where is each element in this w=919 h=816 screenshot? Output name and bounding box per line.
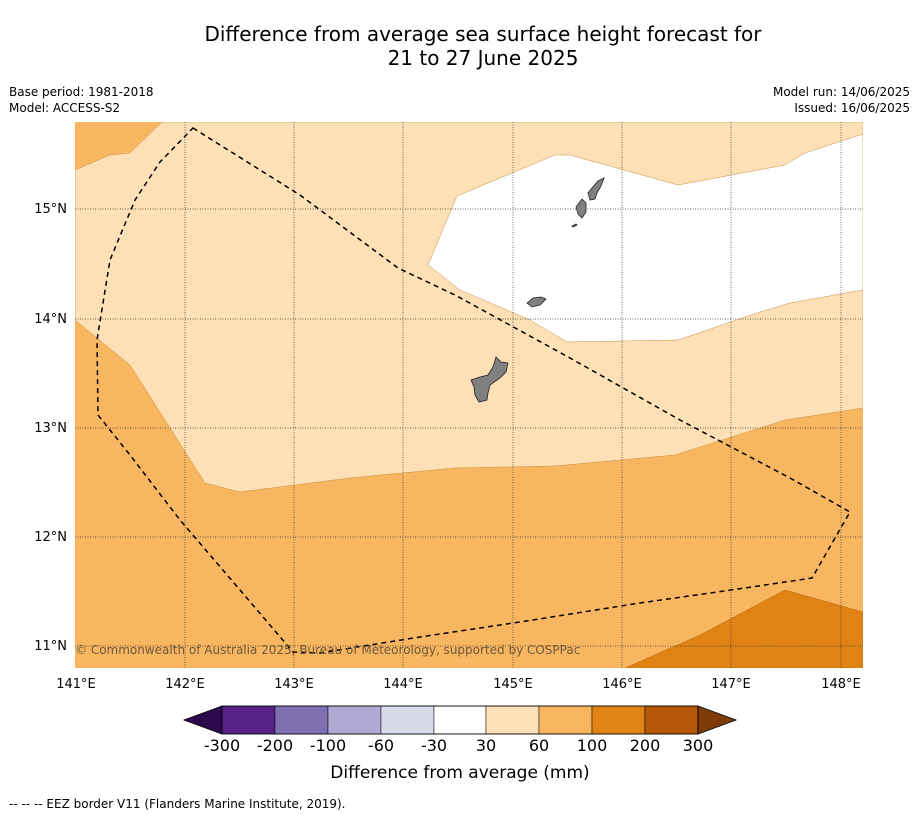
colorbar-swatch — [433, 705, 487, 735]
map-area: © Commonwealth of Australia 2025, Bureau… — [75, 122, 863, 668]
x-axis: 141°E 142°E 143°E 144°E 145°E 146°E 147°… — [56, 677, 861, 692]
model-run-text: Model run: 14/06/2025 — [772, 85, 910, 99]
y-tick-label: 11°N — [34, 639, 67, 654]
colorbar-swatch — [644, 705, 699, 735]
colorbar-tick-label: -100 — [310, 736, 346, 755]
x-tick-label: 142°E — [165, 677, 205, 692]
colorbar-extend-high — [697, 705, 738, 735]
colorbar-tick-label: -30 — [421, 736, 447, 755]
base-period-text: Base period: 1981-2018 — [9, 85, 154, 99]
grid-lines — [75, 122, 863, 668]
island-aguijan — [571, 223, 578, 228]
colorbar-tick-label: 60 — [529, 736, 549, 755]
colorbar-tick-label: 30 — [476, 736, 496, 755]
colorbar-swatch — [274, 705, 329, 735]
colorbar-tick-label: -60 — [368, 736, 394, 755]
colorbar-swatch — [485, 705, 540, 735]
island-saipan — [587, 177, 605, 201]
x-tick-label: 141°E — [56, 677, 96, 692]
island-tinian — [575, 198, 587, 219]
y-tick-label: 14°N — [34, 312, 67, 327]
x-tick-label: 147°E — [711, 677, 751, 692]
map-title-line2: 21 to 27 June 2025 — [387, 46, 579, 70]
x-tick-label: 143°E — [274, 677, 314, 692]
colorbar-swatch — [327, 705, 382, 735]
x-tick-label: 144°E — [383, 677, 423, 692]
colorbar-tick-label: -200 — [257, 736, 293, 755]
x-tick-label: 146°E — [602, 677, 642, 692]
x-tick-label: 148°E — [821, 677, 861, 692]
colorbar-tick-label: -300 — [204, 736, 240, 755]
colorbar-tick-label: 100 — [577, 736, 608, 755]
map-title-line1: Difference from average sea surface heig… — [204, 22, 762, 46]
colorbar-tick-label: 200 — [630, 736, 661, 755]
issued-text: Issued: 16/06/2025 — [794, 101, 910, 115]
colorbar: -300 -200 -100 -60 -30 30 60 100 200 300… — [182, 705, 738, 783]
colorbar-swatch — [538, 705, 593, 735]
y-axis: 15°N 14°N 13°N 12°N 11°N — [34, 202, 67, 654]
x-tick-label: 145°E — [493, 677, 533, 692]
y-tick-label: 15°N — [34, 202, 67, 217]
contour-band-100-200 — [624, 589, 863, 668]
copyright-text: © Commonwealth of Australia 2025, Bureau… — [75, 643, 580, 657]
y-tick-label: 13°N — [34, 421, 67, 436]
colorbar-swatch — [221, 705, 276, 735]
colorbar-tick-label: 300 — [683, 736, 714, 755]
colorbar-swatch — [591, 705, 646, 735]
colorbar-title: Difference from average (mm) — [330, 763, 589, 783]
model-text: Model: ACCESS-S2 — [9, 101, 121, 115]
island-rota — [526, 296, 547, 308]
eez-border — [96, 127, 852, 654]
contour-band-neutral — [427, 133, 863, 343]
eez-footnote: -- -- -- EEZ border V11 (Flanders Marine… — [9, 797, 346, 811]
colorbar-swatch — [380, 705, 435, 735]
colorbar-extend-low — [182, 705, 223, 735]
island-guam — [470, 356, 509, 403]
y-tick-label: 12°N — [34, 530, 67, 545]
